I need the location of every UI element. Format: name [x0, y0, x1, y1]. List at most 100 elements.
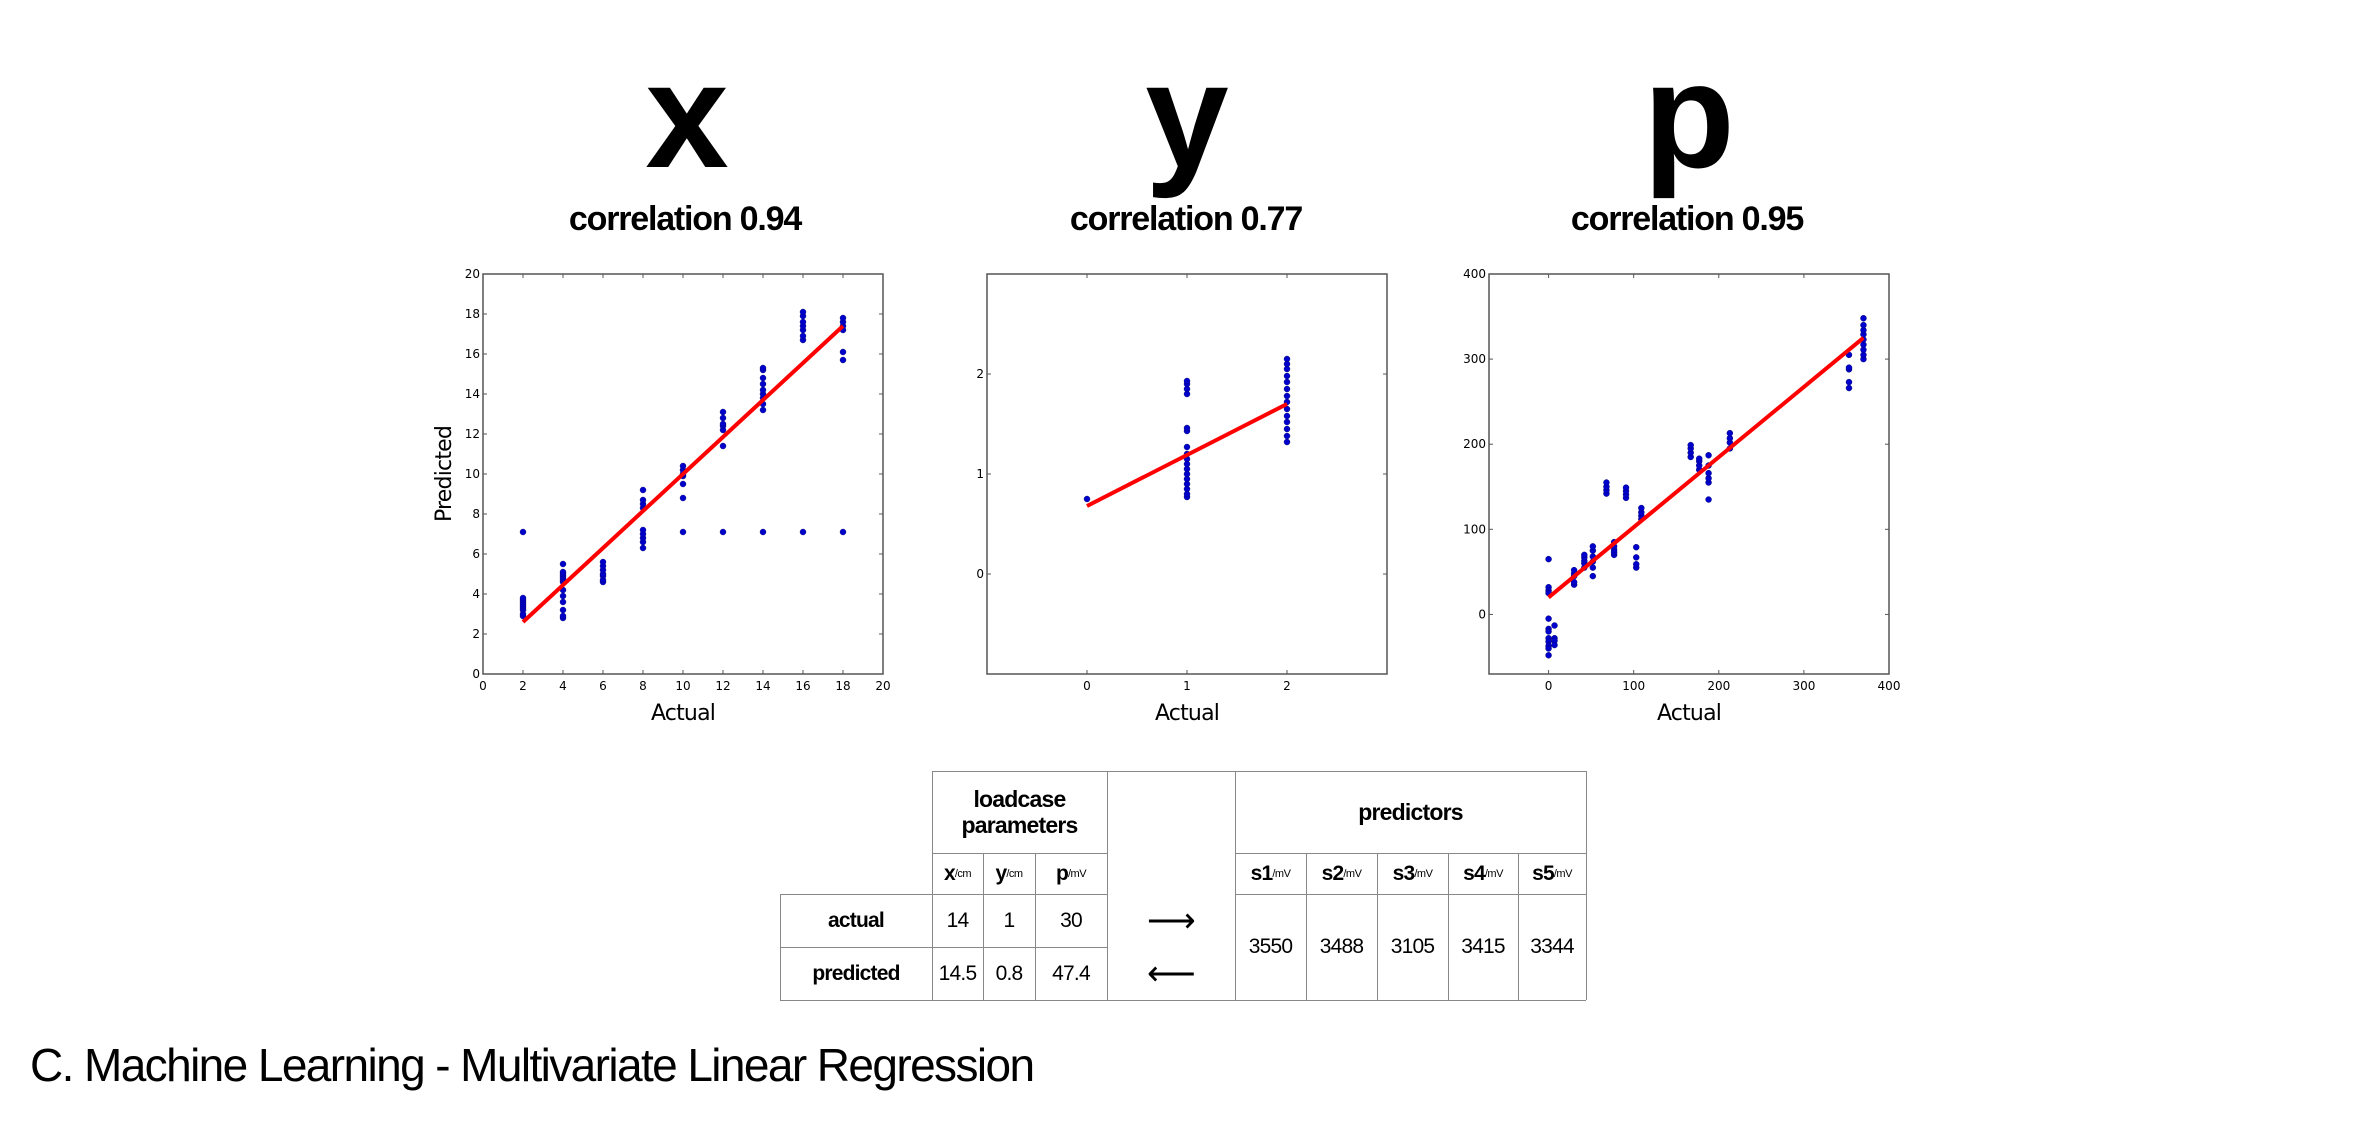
data-point: [719, 408, 727, 416]
x-tick-label: 200: [1707, 679, 1730, 693]
sensor-unit: /mV: [1553, 867, 1573, 880]
data-point: [1283, 385, 1291, 393]
data-point: [1283, 372, 1291, 380]
data-point: [1726, 429, 1734, 437]
table-line: [1035, 853, 1036, 1000]
data-point: [1633, 554, 1640, 561]
data-point: [1638, 504, 1645, 512]
data-point: [1705, 496, 1712, 503]
data-point: [1589, 543, 1597, 550]
data-point: [1633, 561, 1640, 568]
x-axis-label: Actual: [1657, 701, 1721, 726]
data-point: [1633, 543, 1640, 551]
scatter-chart-x: 0 2 4 6 8 10 12 14 16 18 20 0 2 4 6 8 10 12 14 16 18 20 Actual…: [432, 267, 891, 726]
arrow-left-icon: ⟵: [1147, 954, 1196, 993]
data-point: [1283, 418, 1291, 426]
data-point: [1705, 469, 1712, 477]
data-point: [1845, 364, 1853, 371]
data-point: [559, 612, 567, 620]
x-tick-label: 4: [559, 679, 567, 693]
data-point: [1551, 641, 1558, 649]
scatter-chart-y: 0 1 2 0 1 2 Actual: [976, 273, 1388, 726]
data-point: [1860, 315, 1867, 322]
data-point: [1283, 355, 1291, 363]
data-point: [679, 462, 687, 470]
data-point: [759, 386, 767, 394]
table-line: [1377, 853, 1378, 1000]
row-label-actual: actual: [828, 908, 885, 932]
x-tick-label: 8: [639, 679, 647, 693]
data-point: [1589, 572, 1597, 580]
data-point: [639, 486, 647, 494]
table-line: [932, 771, 933, 1000]
data-point: [1589, 564, 1597, 571]
predicted-x: 14.5: [938, 961, 977, 985]
plot-area: [1488, 273, 1890, 675]
sensor-header-s5: s5/mV: [1518, 853, 1586, 894]
param-unit: /cm: [1006, 867, 1023, 880]
x-tick-label: 0: [479, 679, 487, 693]
title-x: x: [645, 31, 728, 199]
y-tick-label: 4: [472, 587, 480, 601]
predictors-header: predictors: [1358, 799, 1463, 825]
y-tick-label: 2: [976, 367, 984, 381]
y-tick-label: 0: [1478, 607, 1486, 621]
regression-line: [1547, 336, 1865, 599]
data-point: [1545, 615, 1552, 622]
table-line: [983, 853, 984, 1000]
data-point: [519, 528, 527, 536]
data-point: [639, 496, 647, 504]
sensor-name: s3: [1392, 861, 1416, 885]
x-tick-label: 0: [1083, 679, 1091, 693]
data-point: [639, 544, 647, 552]
actual-y: 1: [1003, 908, 1016, 932]
data-point: [599, 558, 607, 566]
loadcase-header: loadcase parameters: [961, 786, 1078, 838]
data-point: [759, 374, 767, 382]
data-point: [639, 526, 647, 534]
data-point: [839, 528, 847, 536]
table-line: [1306, 853, 1307, 1000]
title-y: y: [1145, 31, 1228, 199]
param-name: p: [1055, 861, 1069, 885]
sensor-value-s4: 3415: [1461, 935, 1505, 958]
sensor-value-s1: 3550: [1248, 935, 1293, 958]
y-tick-label: 100: [1463, 522, 1486, 536]
x-tick-label: 18: [835, 679, 850, 693]
y-tick-label: 10: [465, 467, 480, 481]
table-line: [1448, 853, 1449, 1000]
predicted-y: 0.8: [995, 961, 1024, 985]
sensor-name: s5: [1532, 861, 1555, 885]
data-point: [719, 420, 727, 428]
data-point: [1083, 495, 1091, 503]
x-tick-label: 0: [1545, 679, 1553, 693]
data-point: [1622, 484, 1630, 491]
sensor-unit: /mV: [1484, 867, 1504, 880]
y-tick-label: 16: [465, 347, 480, 361]
table-line: [1235, 853, 1586, 854]
x-tick-label: 400: [1878, 679, 1901, 693]
data-point: [1183, 377, 1191, 385]
data-point: [1283, 425, 1291, 433]
x-tick-label: 16: [795, 679, 810, 693]
param-header-y: y/cm: [983, 853, 1035, 894]
x-tick-label: 300: [1792, 679, 1815, 693]
regression-line: [521, 324, 845, 624]
table-line: [1235, 894, 1586, 895]
sensor-header-s3: s3/mV: [1377, 853, 1448, 894]
data-point: [759, 380, 767, 388]
param-unit: /cm: [954, 867, 972, 880]
data-point: [1845, 378, 1853, 386]
data-point: [519, 594, 527, 602]
data-point: [559, 592, 567, 600]
scatter-chart-p: 0 100 200 300 400 0 100 200 300 400 Actual: [1463, 267, 1901, 726]
data-point: [799, 318, 807, 326]
data-point: [839, 356, 847, 364]
y-tick-label: 6: [472, 547, 480, 561]
data-point: [559, 598, 567, 606]
y-axis-label: Predicted: [432, 426, 457, 522]
y-tick-label: 8: [472, 507, 480, 521]
table-line: [932, 853, 1107, 854]
data-point: [679, 494, 687, 502]
figure-caption: C. Machine Learning - Multivariate Linea…: [30, 1039, 1035, 1091]
